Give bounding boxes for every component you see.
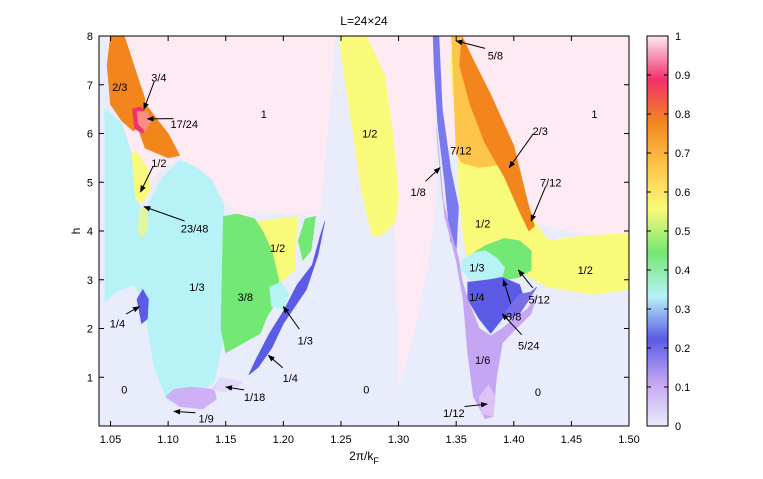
x-tick-label: 1.40	[503, 434, 524, 446]
colorbar-tick-label: 0	[675, 421, 681, 433]
colorbar-tick-label: 0.4	[675, 265, 690, 277]
phase-label: 17/24	[170, 119, 198, 131]
annotation-arrow	[455, 39, 486, 49]
phase-region-26	[478, 384, 496, 417]
chart-title: L=24×24	[340, 14, 388, 28]
phase-label: 1/4	[469, 292, 484, 304]
annotation-arrow	[464, 401, 488, 408]
y-tick-label: 6	[87, 129, 93, 141]
phase-annotations: 1 1 2/3 3/4 17/24 1/2 23/48 1/2 1/2 1/3 3/8 1/4 1/3 1…	[110, 39, 597, 426]
phase-label: 1/2	[578, 265, 593, 277]
phase-region-25	[436, 128, 538, 420]
colorbar-tick-label: 0.2	[675, 343, 690, 355]
phase-label: 1/12	[443, 408, 464, 420]
annotation-arrow	[140, 166, 154, 193]
phase-label: 23/48	[181, 224, 209, 236]
colorbar-tick-label: 0.1	[675, 382, 690, 394]
colorbar-tick-label: 0.7	[675, 148, 690, 160]
phase-label: 5/8	[488, 51, 503, 63]
x-tick-label: 1.25	[330, 434, 351, 446]
phase-label: 5/24	[518, 341, 539, 353]
x-axis-label: 2π/kF	[349, 449, 379, 466]
phase-label: 2/3	[112, 82, 127, 94]
phase-region-20	[136, 288, 149, 325]
phase-regions	[99, 36, 629, 426]
phase-label: 1/18	[244, 392, 265, 404]
annotation-arrow	[282, 305, 300, 330]
phase-label: 0	[535, 387, 541, 399]
phase-label: 1/3	[298, 336, 313, 348]
annotation-arrow	[225, 385, 245, 391]
colorbar-tick-label: 0.3	[675, 304, 690, 316]
phase-label: 2/3	[533, 126, 548, 138]
phase-label: 1	[261, 109, 267, 121]
phase-label: 7/12	[450, 146, 471, 158]
annotation-arrow	[143, 81, 155, 110]
phase-region-21	[248, 221, 326, 376]
annotation-arrow	[267, 354, 283, 369]
colorbar-tick-label: 0.8	[675, 109, 690, 121]
phase-region-10	[459, 36, 535, 232]
y-tick-label: 3	[87, 275, 93, 287]
x-tick-label: 1.45	[561, 434, 582, 446]
phase-label: 7/12	[540, 177, 561, 189]
annotation-arrow	[502, 279, 512, 304]
annotation-arrow	[501, 313, 523, 336]
annotation-arrow	[517, 269, 534, 289]
x-tick-label: 1.35	[445, 434, 466, 446]
phase-label: 1/4	[110, 319, 125, 331]
phase-region-18	[269, 281, 290, 310]
y-tick-label: 5	[87, 177, 93, 189]
y-tick-label: 8	[87, 31, 93, 43]
x-tick-label: 1.15	[215, 434, 236, 446]
colorbar-tick-label: 0.6	[675, 187, 690, 199]
annotation-arrow	[143, 206, 185, 222]
phase-region-15	[220, 213, 280, 354]
phase-region-19	[461, 250, 505, 281]
annotation-arrow	[425, 167, 441, 182]
phase-label: 1/2	[362, 129, 377, 141]
phase-label: 3/8	[238, 292, 253, 304]
phase-region-16	[297, 216, 316, 261]
phase-label: 1/2	[151, 158, 166, 170]
phase-label: 3/4	[151, 72, 166, 84]
phase-region-23	[505, 286, 538, 320]
phase-label: 1/6	[475, 355, 490, 367]
x-tick-label: 1.10	[157, 434, 178, 446]
annotation-arrow	[508, 133, 534, 169]
phase-label: 3/8	[506, 311, 521, 323]
phase-label: 1	[591, 109, 597, 121]
y-tick-label: 4	[87, 226, 93, 238]
annotation-arrow	[173, 408, 196, 415]
y-tick-label: 7	[87, 80, 93, 92]
colorbar-tick-label: 0.9	[675, 70, 690, 82]
annotation-arrow	[530, 186, 547, 222]
x-tick-label: 1.20	[273, 434, 294, 446]
phase-label: 1/4	[283, 373, 298, 385]
annotation-arrow	[125, 306, 140, 315]
y-axis: 1 2 3 4 5 6 7 8	[87, 31, 629, 384]
phase-region-27	[165, 386, 217, 410]
colorbar-tick-label: 1	[675, 31, 681, 43]
x-tick-label: 1.30	[388, 434, 409, 446]
colorbar-ticks: 0 0.1 0.2 0.3 0.4 0.5 0.6 0.7 0.8 0.9 1	[647, 31, 690, 433]
phase-label: 1/9	[199, 414, 214, 426]
phase-label: 1/2	[475, 219, 490, 231]
colorbar-tick-label: 0.5	[675, 226, 690, 238]
phase-label: 0	[121, 384, 127, 396]
y-tick-label: 2	[87, 324, 93, 336]
phase-label: 1/3	[469, 263, 484, 275]
phase-label: 5/12	[528, 294, 549, 306]
phase-region-3	[338, 36, 399, 237]
phase-label: 0	[363, 384, 369, 396]
phase-label: 1/3	[189, 282, 204, 294]
phase-label: 1/8	[411, 187, 426, 199]
y-tick-label: 1	[87, 372, 93, 384]
x-tick-label: 1.05	[100, 434, 121, 446]
x-axis: 1.05 1.10 1.15 1.20 1.25 1.30 1.35 1.40 1.45 1.50	[100, 36, 640, 446]
phase-label: 1/2	[270, 243, 285, 255]
x-tick-label: 1.50	[618, 434, 639, 446]
y-axis-label: h	[69, 228, 83, 235]
